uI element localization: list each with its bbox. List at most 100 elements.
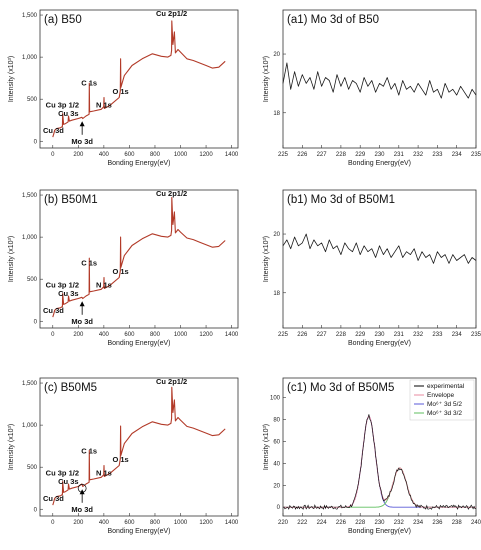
- peak-label: Cu 2p1/2: [156, 9, 187, 18]
- y-tick-label: 40: [273, 461, 280, 467]
- x-tick-label: 400: [99, 332, 110, 338]
- panel-b: (b) B50M1 0 200 400 600 800 1000 1200 1400 0 500 1,…: [8, 189, 239, 347]
- y-tick-label: 1,500: [22, 193, 38, 199]
- peak-label: Cu 3p 1/2: [46, 101, 79, 110]
- y-tick-label: 0: [277, 505, 281, 511]
- peak-label: N 1s: [96, 281, 112, 290]
- peak-label: Cu 3s: [58, 109, 78, 118]
- mo3d-arrow-head: [79, 121, 85, 127]
- legend-label: Mo⁶⁺ 3d 3/2: [427, 410, 462, 417]
- x-tick-label: 234: [452, 332, 463, 338]
- x-tick-label: 231: [394, 152, 405, 158]
- series-line-0: [282, 233, 477, 264]
- x-tick-label: 228: [355, 520, 366, 526]
- peak-label: C 1s: [81, 259, 97, 268]
- y-tick-label: 0: [34, 319, 38, 325]
- x-tick-label: 222: [297, 520, 308, 526]
- x-tick-label: 600: [124, 520, 135, 526]
- x-tick-label: 226: [297, 152, 308, 158]
- peak-label: O 1s: [112, 455, 128, 464]
- fit-peak-1: [283, 467, 476, 508]
- x-tick-label: 225: [278, 152, 289, 158]
- fit-peak-0: [283, 415, 476, 508]
- panel-title: (a1) Mo 3d of B50: [287, 14, 379, 26]
- plot-frame: [39, 189, 239, 329]
- panel-title: (b1) Mo 3d of B50M1: [287, 194, 395, 206]
- y-tick-label: 20: [273, 52, 280, 58]
- y-tick-label: 1,500: [22, 381, 38, 387]
- mo3d-circle: [77, 483, 87, 493]
- y-axis-label: Intensity (x10³): [8, 424, 15, 470]
- x-tick-label: 227: [317, 152, 328, 158]
- x-tick-label: 229: [355, 332, 366, 338]
- x-tick-label: 800: [150, 152, 161, 158]
- y-tick-label: 0: [34, 507, 38, 513]
- x-axis-label: Bonding Energy(eV): [348, 160, 411, 167]
- plot-frame: [39, 9, 239, 149]
- y-tick-label: 500: [27, 465, 38, 471]
- x-tick-label: 200: [73, 332, 84, 338]
- x-tick-label: 1400: [225, 152, 239, 158]
- x-tick-label: 800: [150, 520, 161, 526]
- y-tick-label: 500: [27, 97, 38, 103]
- series-line-0: [52, 197, 226, 318]
- peak-label: C 1s: [81, 447, 97, 456]
- panel-title: (c1) Mo 3d of B50M5: [287, 382, 394, 394]
- legend-label: experimental: [427, 383, 465, 390]
- x-tick-label: 230: [374, 152, 385, 158]
- peak-label: Mo 3d: [71, 317, 93, 326]
- y-tick-label: 1,000: [22, 423, 38, 429]
- x-tick-label: 232: [394, 520, 405, 526]
- x-axis-label: Bonding Energy(eV): [107, 160, 170, 167]
- peak-label: Cu 3p 1/2: [46, 281, 79, 290]
- x-tick-label: 228: [336, 332, 347, 338]
- x-tick-label: 232: [413, 332, 424, 338]
- peak-label: Cu 3d: [43, 494, 64, 503]
- x-tick-label: 0: [51, 520, 55, 526]
- peak-label: Mo 3d: [71, 137, 93, 146]
- mo3d-arrow-head: [79, 489, 85, 495]
- y-axis-label: Intensity (x10³): [263, 424, 270, 470]
- y-tick-label: 1,000: [22, 55, 38, 61]
- peak-label: O 1s: [112, 87, 128, 96]
- y-axis-label: Intensity (x10³): [8, 56, 15, 102]
- x-tick-label: 200: [73, 520, 84, 526]
- peak-label: Cu 2p1/2: [156, 189, 187, 198]
- x-tick-label: 230: [374, 520, 385, 526]
- x-tick-label: 220: [278, 520, 289, 526]
- x-tick-label: 0: [51, 332, 55, 338]
- panel-a1: (a1) Mo 3d of B50 225 226 227 228 229 230 231 23…: [263, 9, 481, 167]
- x-tick-label: 235: [471, 332, 481, 338]
- panel-c1: (c1) Mo 3d of B50M5 220 222 224 226 228 230 232…: [263, 377, 481, 535]
- x-axis-label: Bonding Energy(eV): [107, 528, 170, 535]
- series-line-0: [52, 386, 226, 506]
- x-tick-label: 1200: [199, 152, 213, 158]
- peak-label: Cu 3s: [58, 289, 78, 298]
- series-line-0: [52, 20, 226, 138]
- x-tick-label: 238: [452, 520, 463, 526]
- envelope-line: [283, 415, 476, 508]
- x-axis-label: Bonding Energy(eV): [107, 340, 170, 347]
- peak-label: Cu 3d: [43, 126, 64, 135]
- peak-label: N 1s: [96, 101, 112, 110]
- plot-frame: [282, 9, 477, 149]
- series-line-0: [282, 62, 477, 99]
- x-tick-label: 200: [73, 152, 84, 158]
- x-tick-label: 233: [432, 332, 443, 338]
- x-tick-label: 228: [336, 152, 347, 158]
- x-tick-label: 800: [150, 332, 161, 338]
- x-tick-label: 236: [432, 520, 443, 526]
- y-tick-label: 0: [34, 139, 38, 145]
- y-tick-label: 60: [273, 440, 280, 446]
- x-tick-label: 232: [413, 152, 424, 158]
- y-tick-label: 20: [273, 232, 280, 238]
- x-tick-label: 235: [471, 152, 481, 158]
- x-tick-label: 225: [278, 332, 289, 338]
- peak-label: Cu 3s: [58, 477, 78, 486]
- x-tick-label: 226: [297, 332, 308, 338]
- x-axis-label: Bonding Energy(eV): [348, 528, 411, 535]
- y-tick-label: 1,500: [22, 13, 38, 19]
- x-axis-label: Bonding Energy(eV): [348, 340, 411, 347]
